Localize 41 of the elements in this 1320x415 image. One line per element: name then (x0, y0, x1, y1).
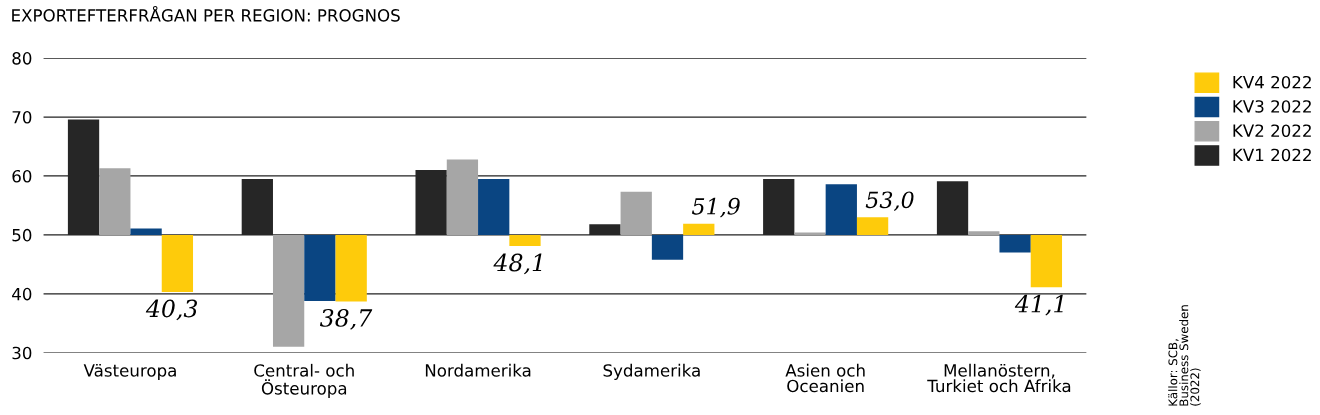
bar (651, 234, 684, 260)
data-label: 48,1 (493, 253, 542, 275)
text: Källor: SCB, Business Sweden (2022) (1168, 305, 1201, 406)
data-label: 38,7 (319, 308, 373, 330)
y-tick-label: 30 (12, 346, 32, 360)
bar (509, 234, 541, 247)
chart-title: EXPORTEFTERFRÅGAN PER REGION: PROGNOS (12, 5, 400, 22)
x-tick-label: Asien och Oceanien (785, 363, 865, 393)
y-tick-label: 60 (12, 169, 32, 183)
bar (478, 178, 510, 235)
data-label: 53,0 (865, 191, 914, 211)
bar (856, 217, 889, 235)
y-tick-label: 70 (12, 110, 32, 124)
data-label: 41,1 (1014, 294, 1063, 316)
bar (130, 228, 162, 235)
data-label: 40,3 (145, 299, 198, 321)
bar (999, 234, 1031, 253)
bar (446, 159, 479, 235)
x-tick-label: Västeuropa (83, 363, 176, 380)
data-label: 51,9 (691, 197, 740, 218)
legend-label: KV3 2022 (1233, 100, 1311, 113)
bar (335, 234, 367, 302)
bar (99, 168, 131, 235)
legend-label: KV2 2022 (1233, 124, 1311, 137)
bar (620, 191, 652, 235)
y-tick-label: 50 (12, 228, 32, 242)
bar (683, 223, 715, 235)
bar (304, 234, 336, 301)
x-tick-label: Mellanöstern, Turkiet och Afrika (927, 363, 1071, 393)
bar (1030, 234, 1063, 288)
legend-label: KV4 2022 (1233, 75, 1311, 89)
x-tick-label: Central- och Östeuropa (254, 363, 354, 398)
x-tick-label: Sydamerika (603, 363, 700, 380)
bar (825, 184, 857, 235)
y-tick-label: 80 (12, 52, 32, 65)
bar (968, 231, 1000, 235)
legend-label: KV1 2022 (1233, 148, 1311, 162)
bar (272, 234, 305, 347)
y-tick-label: 40 (12, 287, 32, 301)
x-tick-label: Nordamerika (425, 363, 531, 377)
bar (161, 234, 194, 293)
